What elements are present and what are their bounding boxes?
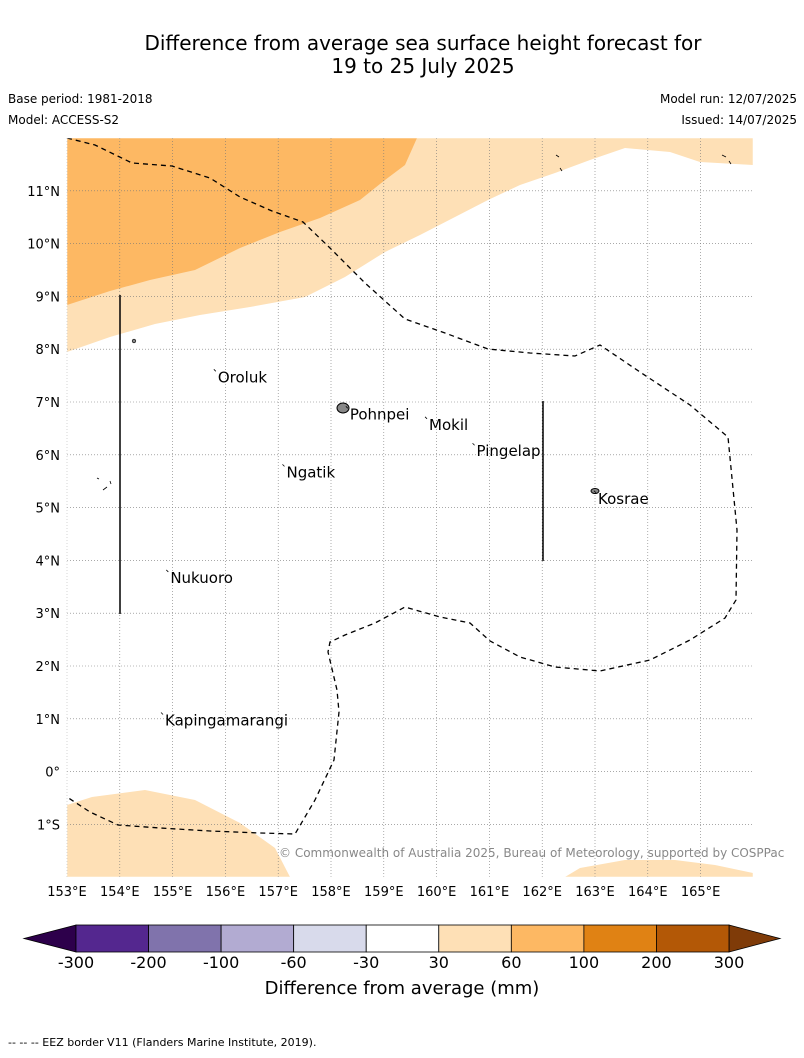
latitude-label: 10°N <box>27 238 60 253</box>
longitude-label: 160°E <box>417 885 457 900</box>
place-label: Oroluk <box>218 368 267 386</box>
place-marker <box>424 416 428 420</box>
place-marker <box>593 490 597 494</box>
place-marker <box>282 464 285 467</box>
latitude-label: 3°N <box>36 607 61 622</box>
colorbar-segment <box>656 924 730 953</box>
colorbar-over-arrow <box>728 924 782 953</box>
copyright-text: © Commonwealth of Australia 2025, Bureau… <box>279 846 784 860</box>
latitude-label: 11°N <box>27 185 60 200</box>
colorbar-tick-label: -30 <box>353 953 379 972</box>
eez-legend-note: -- -- -- EEZ border V11 (Flanders Marine… <box>8 1036 317 1049</box>
colorbar-title: Difference from average (mm) <box>264 978 540 999</box>
place-labels: Oroluk Pohnpei Mokil Pingelap Ngatik Kosrae Nu… <box>160 368 649 730</box>
place-marker <box>213 369 217 372</box>
anomaly-region-30-60-southwest <box>67 790 290 877</box>
place-label: Mokil <box>429 416 468 434</box>
latitude-label: 1°N <box>36 713 61 728</box>
colorbar-tick-label: -100 <box>203 953 239 972</box>
colorbar <box>22 924 782 953</box>
colorbar-segment <box>293 924 367 953</box>
place-label: Pingelap <box>477 442 541 460</box>
longitude-label: 159°E <box>364 885 404 900</box>
place-label: Pohnpei <box>350 405 410 423</box>
latitude-label: 0° <box>45 766 60 781</box>
kosrae-island <box>590 488 600 494</box>
colorbar-tick-label: -60 <box>281 953 307 972</box>
longitude-label: 165°E <box>681 885 721 900</box>
title-line-2: 19 to 25 July 2025 <box>331 54 515 78</box>
colorbar-tick-label: 30 <box>429 953 449 972</box>
model-run-label: Model run: 12/07/2025 <box>659 92 797 106</box>
place-marker <box>166 569 169 573</box>
latitude-label: 4°N <box>36 554 61 569</box>
island-shapes <box>96 154 732 494</box>
colorbar-tick-label: 100 <box>569 953 600 972</box>
colorbar-segment <box>510 924 585 953</box>
longitude-label: 158°E <box>311 885 351 900</box>
map-frame <box>66 137 754 878</box>
longitude-label: 153°E <box>47 885 87 900</box>
issued-label: Issued: 14/07/2025 <box>681 113 797 127</box>
colorbar-tick-label: 300 <box>714 953 745 972</box>
latitude-label: 2°N <box>36 660 61 675</box>
place-label: Kapingamarangi <box>165 712 288 730</box>
colorbar-segment <box>148 924 222 953</box>
colorbar-tick-labels: -300 -200 -100 -60 -30 30 60 100 200 300 <box>58 953 744 972</box>
longitude-labels: 153°E 154°E 155°E 156°E 157°E 158°E 159°E 160°E… <box>47 885 720 900</box>
colorbar-tick-label: 60 <box>501 953 521 972</box>
place-label: Kosrae <box>598 490 649 508</box>
longitude-label: 161°E <box>470 885 510 900</box>
colorbar-segment <box>75 924 149 953</box>
islet-near-154e <box>131 338 137 344</box>
latitude-label: 9°N <box>36 290 61 305</box>
colorbar-tick-label: -200 <box>130 953 166 972</box>
colorbar-tick-label: -300 <box>58 953 94 972</box>
place-marker <box>472 442 475 446</box>
longitude-label: 163°E <box>575 885 615 900</box>
colorbar-segment <box>365 924 440 953</box>
latitude-label: 6°N <box>36 449 61 464</box>
longitude-label: 155°E <box>153 885 193 900</box>
anomaly-region-30-60-southeast <box>565 860 753 877</box>
colorbar-under-arrow <box>22 924 77 953</box>
longitude-label: 157°E <box>258 885 298 900</box>
latitude-label: 8°N <box>36 343 61 358</box>
base-period-label: Base period: 1981-2018 <box>8 92 153 106</box>
pohnpei-island <box>336 402 350 414</box>
place-marker <box>160 712 164 715</box>
anomaly-region-60-100-north <box>67 138 417 305</box>
place-label: Nukuoro <box>170 569 233 587</box>
chart-title: Difference from average sea surface heig… <box>0 32 804 78</box>
longitude-label: 164°E <box>628 885 668 900</box>
colorbar-tick-label: 200 <box>641 953 672 972</box>
eez-borders <box>67 138 738 835</box>
anomaly-shading <box>67 138 753 877</box>
latitude-label: 7°N <box>36 396 61 411</box>
model-label: Model: ACCESS-S2 <box>8 113 120 127</box>
islet-west-edge <box>96 477 112 491</box>
latitude-label: 5°N <box>36 502 61 517</box>
longitude-label: 154°E <box>100 885 140 900</box>
latitude-label: 1°S <box>37 818 60 833</box>
place-marker <box>345 405 349 409</box>
eez-border-northwest <box>67 138 738 835</box>
data-markers <box>119 295 544 614</box>
colorbar-segment <box>583 924 657 953</box>
colorbar-segment <box>438 924 512 953</box>
longitude-label: 156°E <box>206 885 246 900</box>
gridlines <box>66 138 753 877</box>
title-line-1: Difference from average sea surface heig… <box>144 31 702 55</box>
islet-north-east <box>555 154 732 172</box>
place-label: Ngatik <box>286 463 335 481</box>
longitude-label: 162°E <box>522 885 562 900</box>
colorbar-segment <box>220 924 295 953</box>
latitude-labels: 1°S 0° 1°N 2°N 3°N 4°N 5°N 6°N 7°N 8°N 9°N 10°N 11°N <box>27 185 60 834</box>
